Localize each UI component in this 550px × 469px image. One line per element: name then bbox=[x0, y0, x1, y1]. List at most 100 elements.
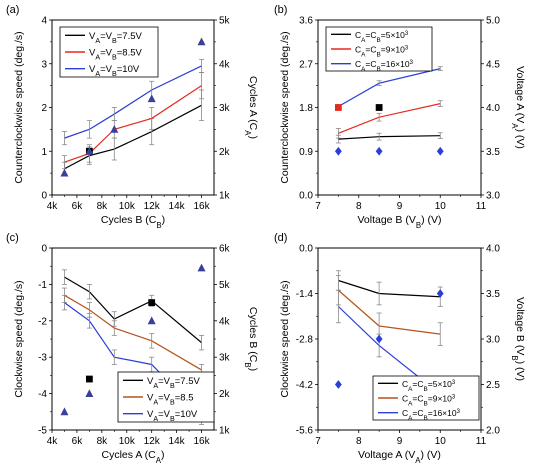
series-1 bbox=[335, 132, 443, 144]
y-axis-label: Counterclockwise speed (deg./s) bbox=[13, 31, 25, 183]
chart-panel-c: (c) 4k 6k 8k 10k 12k 14k 16k -5 -4 -3 -2 -1 0 1k 2k 3k 4k… bbox=[6, 232, 259, 465]
x-tick-label: 4k bbox=[47, 436, 59, 447]
x-axis-label-part: ) bbox=[162, 214, 166, 226]
y2-tick-label: 2k bbox=[219, 147, 231, 158]
y-tick-label: -4.2 bbox=[296, 380, 314, 391]
y2-tick-label: 4.0 bbox=[486, 103, 500, 114]
y2-axis-label-part: A bbox=[244, 130, 253, 136]
x-tick-label: 8k bbox=[97, 201, 109, 212]
legend-label-part: =C bbox=[412, 394, 423, 404]
panel-label: (b) bbox=[274, 4, 287, 16]
legend-label-part: A bbox=[408, 385, 413, 392]
legend-label-part: =16×10 bbox=[381, 59, 410, 69]
y2-tick-label: 5k bbox=[219, 280, 231, 291]
x-tick-label: 10k bbox=[119, 436, 136, 447]
y2-axis-label-part: ) bbox=[247, 136, 259, 140]
y2-point-triangle bbox=[85, 389, 94, 397]
series-2 bbox=[61, 287, 205, 376]
y2-tick-label: 5k bbox=[219, 16, 231, 27]
series-2 bbox=[335, 100, 443, 139]
x-tick-label: 16k bbox=[193, 201, 210, 212]
y-tick-label: -2 bbox=[38, 316, 47, 327]
series-3 bbox=[61, 58, 205, 146]
legend-label-part: B bbox=[424, 385, 428, 392]
y-axis-label: Clockwise speed (deg./s) bbox=[279, 280, 291, 397]
legend-label-part: =8.5V bbox=[117, 48, 143, 59]
legend-label-part: B bbox=[112, 70, 117, 78]
chart-panel-b: (b) 7 8 9 10 11 0.0 0.9 1.8 2.7 3.6 3.0 3.5 4.0 4.5 5.0… bbox=[274, 4, 526, 230]
y2-axis-label-part: B bbox=[511, 355, 520, 360]
legend-label-part: B bbox=[377, 36, 381, 43]
x-tick-label: 8 bbox=[356, 436, 362, 447]
legend-label-part: B bbox=[112, 54, 117, 62]
legend-label-part: C bbox=[355, 30, 361, 40]
y2-tick-label: 4.5 bbox=[486, 59, 500, 70]
legend-label-part: =C bbox=[412, 379, 423, 389]
legend-label-part: =C bbox=[365, 30, 376, 40]
y2-tick-label: 3k bbox=[219, 103, 231, 114]
y-tick-label: -5.6 bbox=[296, 426, 314, 437]
y2-tick-label: 3.0 bbox=[486, 335, 500, 346]
legend-label-part: B bbox=[112, 37, 117, 45]
legend-label-part: A bbox=[408, 400, 413, 407]
y2-axis-label-part: ) (V) bbox=[514, 361, 526, 381]
x-tick-label: 7 bbox=[315, 436, 321, 447]
series-line bbox=[337, 289, 441, 335]
legend-label-part: =7.5V bbox=[117, 31, 143, 42]
legend-label-part: =V bbox=[158, 376, 171, 387]
legend-label-part: C bbox=[355, 59, 361, 69]
y-axis-label: Counterclockwise speed (deg./s) bbox=[279, 31, 291, 183]
series-3 bbox=[335, 66, 443, 109]
legend-label: VA=VB=10V bbox=[147, 409, 198, 423]
x-axis-label: Voltage A (VA) (V) bbox=[358, 449, 441, 465]
y2-point-triangle bbox=[85, 146, 94, 155]
legend-label-part: A bbox=[408, 415, 413, 422]
panel-label: (c) bbox=[6, 232, 19, 244]
y2-point-triangle bbox=[147, 94, 156, 103]
x-axis-label: Cycles A (CA) bbox=[101, 449, 164, 465]
panel-label: (d) bbox=[274, 232, 287, 244]
y2-point-triangle bbox=[147, 316, 156, 325]
legend-label-part: =V bbox=[158, 393, 171, 404]
legend-label-part: =V bbox=[158, 409, 171, 420]
legend-label-part: =5×10 bbox=[428, 379, 452, 389]
legend-label-part: C bbox=[355, 45, 361, 55]
x-tick-label: 10 bbox=[435, 436, 447, 447]
legend-label-part: =16×10 bbox=[428, 408, 457, 418]
y2-tick-label: 2.5 bbox=[486, 380, 500, 391]
y2-axis-label-part: Cycles A (C bbox=[247, 76, 259, 131]
x-axis-label-part: A bbox=[415, 456, 421, 465]
legend-label-part: =V bbox=[100, 48, 113, 59]
legend-label-part: 3 bbox=[452, 380, 456, 386]
x-tick-label: 11 bbox=[476, 201, 487, 212]
legend-label-part: V bbox=[147, 409, 154, 420]
y-tick-label: 4 bbox=[41, 16, 47, 27]
legend-label-part: A bbox=[361, 51, 366, 58]
y2-point-square bbox=[334, 104, 342, 111]
legend-label-part: 3 bbox=[405, 31, 409, 37]
y2-point-diamond bbox=[375, 146, 383, 156]
y2-tick-label: 1k bbox=[219, 426, 231, 437]
x-tick-label: 16k bbox=[193, 436, 210, 447]
y2-point-triangle bbox=[197, 37, 206, 46]
legend-label-part: B bbox=[377, 51, 381, 58]
y2-point-diamond bbox=[334, 380, 342, 389]
y2-axis-label-part: ) bbox=[247, 368, 259, 372]
y2-point-square bbox=[375, 104, 383, 111]
legend-label: CA=CB=16×103 bbox=[402, 408, 461, 422]
y-tick-label: -5 bbox=[38, 426, 47, 437]
legend-label-part: =V bbox=[100, 64, 113, 75]
y-tick-label: 0.0 bbox=[299, 244, 313, 255]
y2-point-diamond bbox=[375, 334, 383, 344]
legend-label-part: =9×10 bbox=[428, 394, 452, 404]
legend-label-part: A bbox=[153, 415, 158, 423]
y-tick-label: -1.4 bbox=[296, 289, 314, 300]
y2-point-square bbox=[85, 375, 93, 383]
legend-label-part: 3 bbox=[452, 395, 456, 401]
legend-label-part: A bbox=[95, 54, 100, 62]
legend-label: VA=VB=10V bbox=[89, 64, 140, 78]
legend-label-part: 3 bbox=[457, 409, 461, 415]
